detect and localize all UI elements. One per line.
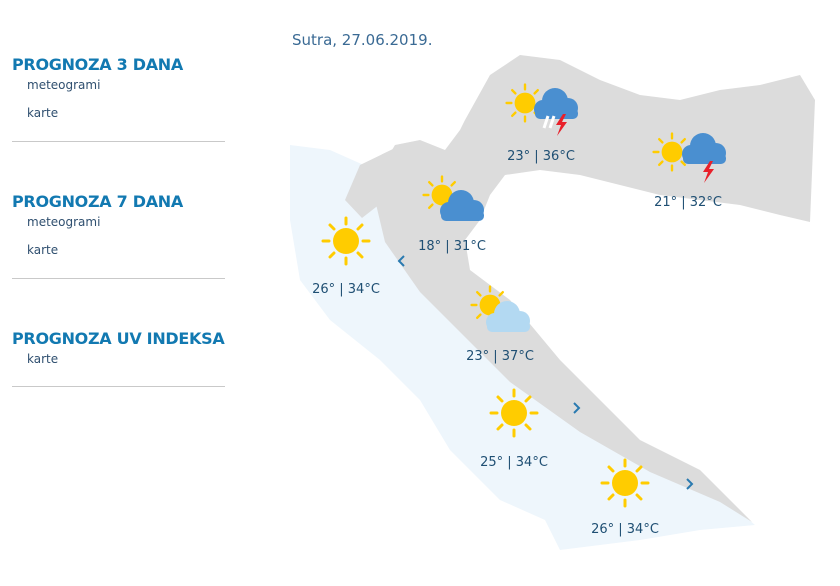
forecast-date: Sutra, 27.06.2019. bbox=[292, 31, 433, 49]
section-title: PROGNOZA 3 DANA bbox=[12, 55, 183, 74]
link-meteograms[interactable]: meteogrami bbox=[27, 215, 101, 229]
section-title: PROGNOZA UV INDEKSA bbox=[12, 329, 225, 348]
link-maps[interactable]: karte bbox=[27, 352, 59, 366]
temp-label: 21° | 32°C bbox=[654, 195, 722, 210]
wind-arrow bbox=[686, 478, 694, 490]
sea-area bbox=[290, 145, 755, 550]
link-maps[interactable]: karte bbox=[27, 243, 59, 257]
temp-label: 26° | 34°C bbox=[591, 522, 659, 537]
temp-label: 25° | 34°C bbox=[480, 455, 548, 470]
wind-arrow bbox=[397, 255, 405, 267]
sun-icon bbox=[600, 458, 650, 508]
sun-icon bbox=[489, 388, 539, 438]
section-3-day: PROGNOZA 3 DANA meteogrami karte bbox=[12, 55, 225, 142]
temp-label: 26° | 34°C bbox=[312, 282, 380, 297]
link-maps[interactable]: karte bbox=[27, 106, 59, 120]
istria bbox=[345, 148, 395, 218]
sun-cloud-rain-lightning-icon bbox=[505, 83, 578, 136]
section-title: PROGNOZA 7 DANA bbox=[12, 192, 183, 211]
temp-label: 18° | 31°C bbox=[418, 239, 486, 254]
section-7-day: PROGNOZA 7 DANA meteogrami karte bbox=[12, 192, 225, 279]
sun-icon bbox=[321, 216, 371, 266]
section-uv-index: PROGNOZA UV INDEKSA karte bbox=[12, 329, 225, 387]
temp-label: 23° | 36°C bbox=[507, 149, 575, 164]
link-meteograms[interactable]: meteogrami bbox=[27, 78, 101, 92]
temp-label: 23° | 37°C bbox=[466, 349, 534, 364]
wind-arrow bbox=[573, 402, 581, 414]
